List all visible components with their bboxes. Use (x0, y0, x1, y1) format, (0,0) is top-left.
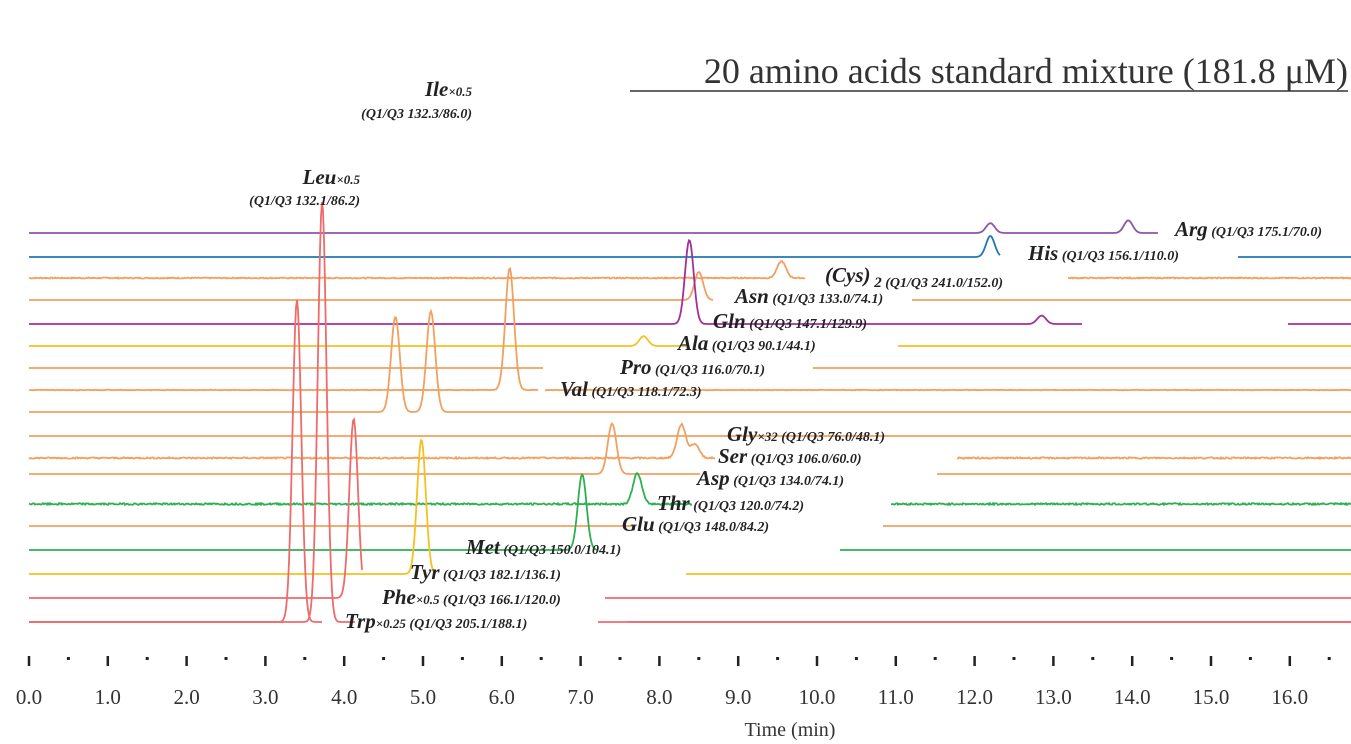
trace-label-asp: Asp (Q1/Q3 134.0/74.1) (695, 466, 844, 490)
x-tick-minor-10 (854, 657, 858, 660)
trace-gly-0 (28, 422, 716, 460)
trace-val-1 (544, 388, 1351, 392)
trace-transition-leu: (Q1/Q3 132.1/86.2) (249, 194, 360, 209)
trace-met-0 (29, 438, 437, 575)
x-tick-minor-11 (933, 657, 937, 660)
trace-label-layer: Arg (Q1/Q3 175.1/70.0)His (Q1/Q3 156.1/1… (249, 77, 1322, 633)
trace-label-cys2: (Cys) 2 (Q1/Q3 241.0/152.0) (825, 263, 1003, 291)
x-axis: 0.0 1.0 2.0 3.0 4.0 5.0 6.0 7.0 8.0 9.0 10.0 11.0 12… (16, 656, 1331, 709)
trace-tyr-0 (29, 417, 363, 599)
chart-title: 20 amino acids standard mixture (181.8 μ… (704, 51, 1348, 91)
x-tick-minor-15 (1248, 657, 1252, 660)
trace-label-tyr: Tyr (Q1/Q3 182.1/136.1) (410, 560, 561, 584)
trace-label-thr: Thr (Q1/Q3 120.0/74.2) (657, 491, 804, 515)
x-tick-minor-14 (1170, 657, 1174, 660)
x-tick-minor-0 (66, 657, 70, 660)
x-tick-minor-16 (1327, 657, 1331, 660)
trace-ser-0 (29, 422, 700, 475)
trace-label-gln: Gln (Q1/Q3 147.1/129.9) (713, 309, 867, 333)
trace-label-leu: Leu×0.5 (302, 165, 361, 189)
trace-label-trp: Trp×0.25 (Q1/Q3 205.1/188.1) (345, 609, 527, 633)
trace-transition-ile: (Q1/Q3 132.3/86.0) (361, 107, 472, 122)
x-tick-minor-5 (460, 657, 464, 660)
x-tick-minor-8 (697, 657, 701, 660)
trace-trp-0 (29, 299, 322, 623)
trace-layer (28, 202, 1351, 623)
x-tick-label-0: 0.0 (16, 685, 42, 709)
trace-label-val: Val (Q1/Q3 118.1/72.3) (560, 377, 702, 401)
trace-label-asn: Asn (Q1/Q3 133.0/74.1) (733, 284, 883, 308)
trace-gly-1 (956, 455, 1351, 461)
trace-label-ser: Ser (Q1/Q3 106.0/60.0) (718, 444, 862, 468)
x-tick-label-6: 6.0 (489, 685, 515, 709)
x-tick-label-13: 13.0 (1035, 685, 1072, 709)
x-tick-label-12: 12.0 (956, 685, 993, 709)
x-tick-label-2: 2.0 (173, 685, 199, 709)
x-tick-label-14: 14.0 (1114, 685, 1151, 709)
x-tick-label-10: 10.0 (799, 685, 836, 709)
trace-label-glu: Glu (Q1/Q3 148.0/84.2) (622, 512, 769, 536)
x-tick-minor-2 (224, 657, 228, 660)
x-tick-minor-7 (618, 657, 622, 660)
trace-ala-0 (29, 335, 686, 347)
x-tick-label-5: 5.0 (410, 685, 436, 709)
trace-arg-0 (29, 219, 1158, 234)
trace-label-gly: Gly×32 (Q1/Q3 76.0/48.1) (727, 422, 885, 446)
x-tick-minor-3 (303, 657, 307, 660)
trace-asp-0 (28, 472, 693, 507)
trace-label-phe: Phe×0.5 (Q1/Q3 166.1/120.0) (381, 585, 561, 609)
x-tick-minor-4 (382, 657, 386, 660)
trace-cys2-1 (1067, 276, 1351, 280)
trace-his-0 (29, 235, 1001, 258)
trace-cys2-0 (28, 260, 806, 280)
x-tick-minor-12 (1012, 657, 1016, 660)
x-tick-label-9: 9.0 (725, 685, 751, 709)
x-tick-minor-1 (145, 657, 149, 660)
trace-asp-1 (890, 501, 1351, 507)
trace-ile-0 (29, 308, 1351, 413)
trace-val-0 (28, 266, 539, 392)
trace-gln-0 (29, 238, 1082, 325)
x-tick-label-11: 11.0 (878, 685, 914, 709)
trace-asn-0 (29, 270, 714, 301)
x-axis-label: Time (min) (745, 719, 836, 741)
trace-label-met: Met (Q1/Q3 150.0/104.1) (465, 535, 621, 559)
x-tick-label-8: 8.0 (646, 685, 672, 709)
x-tick-label-15: 15.0 (1193, 685, 1230, 709)
trace-label-arg: Arg (Q1/Q3 175.1/70.0) (1173, 217, 1322, 241)
x-tick-label-7: 7.0 (567, 685, 593, 709)
x-tick-label-16: 16.0 (1271, 685, 1308, 709)
trace-label-ala: Ala (Q1/Q3 90.1/44.1) (676, 331, 816, 355)
x-tick-label-1: 1.0 (95, 685, 121, 709)
trace-label-his: His (Q1/Q3 156.1/110.0) (1027, 241, 1179, 265)
trace-label-ile: Ile×0.5 (424, 77, 472, 101)
x-tick-minor-13 (1091, 657, 1095, 660)
trace-label-pro: Pro (Q1/Q3 116.0/70.1) (619, 355, 765, 379)
x-tick-minor-9 (776, 657, 780, 660)
x-tick-label-4: 4.0 (331, 685, 357, 709)
x-tick-minor-6 (539, 657, 543, 660)
x-tick-label-3: 3.0 (252, 685, 278, 709)
